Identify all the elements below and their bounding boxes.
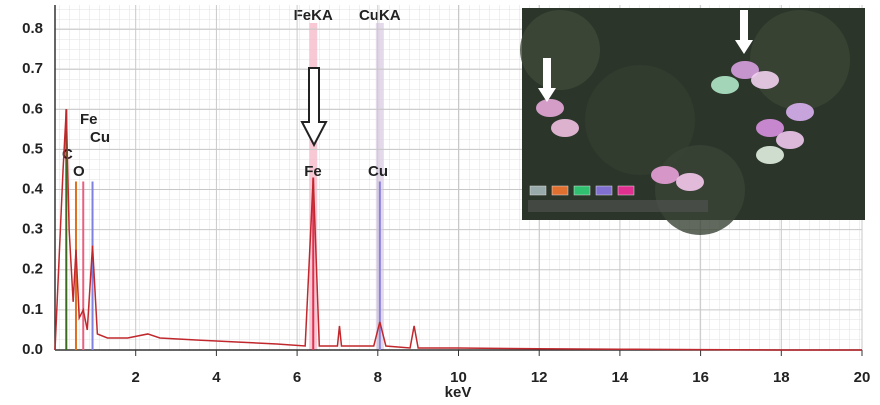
band-label: FeKA	[294, 7, 333, 24]
x-tick-label: 18	[773, 369, 790, 386]
x-tick-label: 12	[531, 369, 548, 386]
y-tick-label: 0.7	[22, 60, 43, 77]
element-label: O	[73, 163, 85, 180]
inset-swatch	[574, 186, 590, 195]
band-label: CuKA	[359, 7, 401, 24]
inset-image	[520, 8, 865, 235]
element-label: Cu	[368, 163, 388, 180]
particle	[536, 99, 564, 117]
particle	[751, 71, 779, 89]
particle	[676, 173, 704, 191]
element-label: Fe	[80, 111, 98, 128]
particle	[711, 76, 739, 94]
y-tick-label: 0.8	[22, 20, 43, 37]
y-tick-label: 0.3	[22, 221, 43, 238]
inset-swatch	[596, 186, 612, 195]
y-tick-label: 0.1	[22, 301, 43, 318]
texture	[655, 145, 745, 235]
particle	[551, 119, 579, 137]
x-tick-label: 20	[854, 369, 871, 386]
element-label: Fe	[304, 163, 322, 180]
x-tick-label: 8	[374, 369, 382, 386]
x-tick-label: 14	[612, 369, 629, 386]
inset-swatch	[552, 186, 568, 195]
y-tick-label: 0.2	[22, 261, 43, 278]
x-tick-label: 4	[212, 369, 221, 386]
particle	[776, 131, 804, 149]
chart: FeKA CuKA 0.0 0.1 0.2 0.3 0.4 0.5 0.6 0.7 0.8 2 4 6 8 1…	[0, 0, 880, 400]
particle	[786, 103, 814, 121]
inset-swatch	[618, 186, 634, 195]
texture	[520, 10, 600, 90]
particle	[756, 146, 784, 164]
element-label: Cu	[90, 129, 110, 146]
texture	[750, 10, 850, 110]
inset-swatch	[530, 186, 546, 195]
y-tick-label: 0.4	[22, 181, 44, 198]
particle	[651, 166, 679, 184]
y-tick-label: 0.6	[22, 100, 43, 117]
inset-caption-bar	[528, 200, 708, 212]
x-tick-label: 2	[132, 369, 140, 386]
x-tick-label: 16	[692, 369, 709, 386]
x-axis-label: keV	[445, 384, 472, 400]
y-tick-label: 0.0	[22, 341, 43, 358]
x-tick-label: 6	[293, 369, 301, 386]
y-tick-label: 0.5	[22, 140, 43, 157]
